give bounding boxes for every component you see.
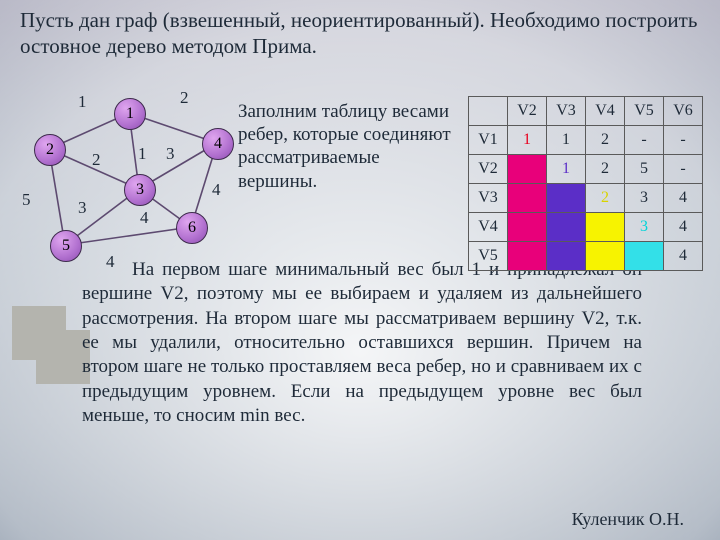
graph: 1122533444123456 xyxy=(12,74,238,298)
table-cell: - xyxy=(625,126,664,155)
table-cell xyxy=(508,213,547,242)
edge-weight: 2 xyxy=(92,150,101,170)
slide-title: Пусть дан граф (взвешенный, неориентиров… xyxy=(20,8,700,59)
table-row-header: V4 xyxy=(469,213,508,242)
table-cell xyxy=(547,213,586,242)
table-cell: 2 xyxy=(586,126,625,155)
table-row-header: V3 xyxy=(469,184,508,213)
table-row-header: V1 xyxy=(469,126,508,155)
edge-weight: 4 xyxy=(212,180,221,200)
author: Куленчик О.Н. xyxy=(572,509,684,530)
edge-weight: 1 xyxy=(78,92,87,112)
edge-weight: 1 xyxy=(138,144,147,164)
graph-node: 4 xyxy=(202,128,234,160)
table-cell xyxy=(586,213,625,242)
table-cell xyxy=(586,242,625,271)
table-cell: 3 xyxy=(625,213,664,242)
table-cell: 2 xyxy=(586,155,625,184)
table-cell: - xyxy=(664,126,703,155)
edge-weight: 3 xyxy=(78,198,87,218)
edge-weight: 5 xyxy=(22,190,31,210)
graph-node: 2 xyxy=(34,134,66,166)
table-cell: - xyxy=(664,155,703,184)
weights-table: V2V3V4V5V6V1112--V2125-V3234V434V54 xyxy=(468,96,703,271)
slide-stage: { "title": "Пусть дан граф (взвешенный, … xyxy=(0,0,720,540)
table-cell xyxy=(547,184,586,213)
table-cell: 1 xyxy=(547,155,586,184)
edge-weight: 4 xyxy=(106,252,115,272)
table-col-header: V3 xyxy=(547,97,586,126)
table-col-header: V2 xyxy=(508,97,547,126)
table-row-header: V2 xyxy=(469,155,508,184)
table-cell: 1 xyxy=(547,126,586,155)
table-col-header: V5 xyxy=(625,97,664,126)
edge-weight: 2 xyxy=(180,88,189,108)
para-intro: Заполним таблицу весами ребер, которые с… xyxy=(238,100,458,193)
edge-weight: 4 xyxy=(140,208,149,228)
edge-weight: 3 xyxy=(166,144,175,164)
table-cell: 4 xyxy=(664,213,703,242)
graph-node: 5 xyxy=(50,230,82,262)
table-cell xyxy=(508,242,547,271)
graph-node: 1 xyxy=(114,98,146,130)
table-cell: 4 xyxy=(664,184,703,213)
table-cell xyxy=(625,242,664,271)
table-cell: 2 xyxy=(586,184,625,213)
table-row-header: V5 xyxy=(469,242,508,271)
table-cell xyxy=(508,184,547,213)
graph-node: 6 xyxy=(176,212,208,244)
table-cell: 4 xyxy=(664,242,703,271)
table-cell: 3 xyxy=(625,184,664,213)
table-col-header: V6 xyxy=(664,97,703,126)
table-cell xyxy=(508,155,547,184)
graph-node: 3 xyxy=(124,174,156,206)
table-col-header xyxy=(469,97,508,126)
table-cell: 5 xyxy=(625,155,664,184)
table-cell: 1 xyxy=(508,126,547,155)
table-cell xyxy=(547,242,586,271)
table-col-header: V4 xyxy=(586,97,625,126)
